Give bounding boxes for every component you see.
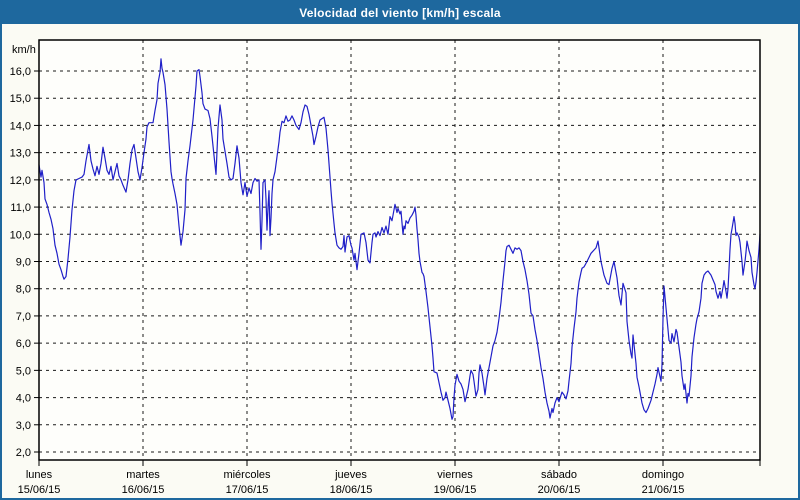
date-label: 20/06/15 <box>538 484 581 496</box>
y-axis-unit-label: km/h <box>12 44 36 56</box>
y-tick-label: 16,0 <box>10 66 31 78</box>
date-label: 18/06/15 <box>330 484 373 496</box>
y-tick-label: 9,0 <box>16 257 31 269</box>
date-label: 16/06/15 <box>122 484 165 496</box>
day-label: sábado <box>541 469 577 481</box>
day-label: lunes <box>26 469 53 481</box>
date-label: 21/06/15 <box>642 484 685 496</box>
y-tick-label: 3,0 <box>16 420 31 432</box>
y-tick-label: 5,0 <box>16 365 31 377</box>
y-tick-label: 7,0 <box>16 311 31 323</box>
title-bar: Velocidad del viento [km/h] escala <box>2 2 798 24</box>
date-label: 15/06/15 <box>18 484 61 496</box>
y-tick-label: 14,0 <box>10 120 31 132</box>
wind-speed-line <box>38 58 761 420</box>
day-label: viernes <box>437 469 473 481</box>
chart-title: Velocidad del viento [km/h] escala <box>299 6 501 20</box>
day-label: jueves <box>334 469 367 481</box>
x-axis-labels: lunes 15/06/15 martes 16/06/15 miércoles 17/0… <box>18 469 685 496</box>
y-tick-label: 6,0 <box>16 338 31 350</box>
y-tick-label: 10,0 <box>10 229 31 241</box>
y-tick-label: 12,0 <box>10 175 31 187</box>
date-label: 19/06/15 <box>434 484 477 496</box>
wind-speed-chart: 16,0 15,0 14,0 13,0 12,0 11,0 10,0 9,0 8,0 7,0 6,0… <box>10 39 761 496</box>
y-tick-label: 15,0 <box>10 93 31 105</box>
day-label: miércoles <box>223 469 271 481</box>
y-tick-label: 13,0 <box>10 148 31 160</box>
day-label: martes <box>126 469 160 481</box>
plot-frame <box>38 39 761 461</box>
y-tick-label: 2,0 <box>16 447 31 459</box>
y-tick-label: 11,0 <box>10 202 31 214</box>
date-label: 17/06/15 <box>226 484 269 496</box>
chart-area: 16,0 15,0 14,0 13,0 12,0 11,0 10,0 9,0 8,0 7,0 6,0… <box>2 24 798 498</box>
day-label: domingo <box>642 469 684 481</box>
y-grid: 16,0 15,0 14,0 13,0 12,0 11,0 10,0 9,0 8,0 7,0 6,0… <box>10 66 760 459</box>
y-tick-label: 8,0 <box>16 284 31 296</box>
y-tick-label: 4,0 <box>16 393 31 405</box>
